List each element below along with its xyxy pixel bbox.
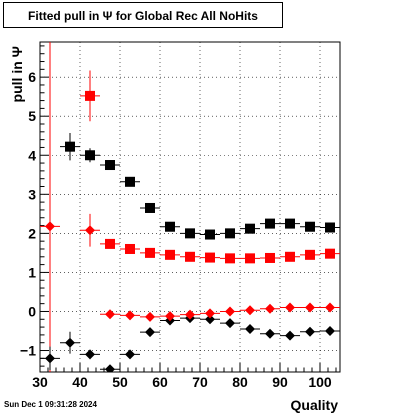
data-point-diamond: [165, 311, 175, 322]
data-point-square: [85, 150, 95, 161]
data-point-square: [305, 249, 315, 260]
y-tick-label: 5: [28, 108, 36, 124]
data-point-diamond: [105, 364, 115, 372]
data-point-square: [145, 202, 155, 213]
data-point-diamond: [305, 302, 315, 313]
chart-title: Fitted pull in Ψ for Global Rec All NoHi…: [28, 9, 258, 23]
data-point-diamond: [285, 302, 295, 313]
x-tick-label: 30: [32, 374, 48, 390]
data-point-square: [285, 251, 295, 262]
data-layer: [40, 42, 340, 372]
data-point-diamond: [85, 349, 95, 360]
data-point-square: [85, 90, 95, 101]
data-point-diamond: [205, 308, 215, 319]
data-point-diamond: [245, 305, 255, 316]
data-point-diamond: [45, 221, 55, 232]
data-point-diamond: [185, 309, 195, 320]
data-point-square: [325, 248, 335, 259]
x-tick-label: 70: [192, 374, 208, 390]
data-point-square: [205, 229, 215, 240]
y-tick-label: 1: [28, 264, 36, 280]
y-axis-title: pull in Ψ: [9, 46, 25, 102]
x-tick-label: 100: [308, 374, 332, 390]
data-point-diamond: [65, 337, 75, 348]
data-point-diamond: [125, 310, 135, 321]
data-point-square: [125, 243, 135, 254]
data-point-square: [325, 222, 335, 233]
data-point-square: [165, 249, 175, 260]
data-point-square: [225, 228, 235, 239]
y-tick-label: 4: [28, 147, 36, 163]
y-tick-label: 6: [28, 69, 36, 85]
data-point-diamond: [285, 330, 295, 341]
data-point-diamond: [325, 325, 335, 336]
data-point-diamond: [85, 225, 95, 236]
data-point-diamond: [105, 309, 115, 320]
y-tick-label: 2: [28, 225, 36, 241]
data-point-diamond: [145, 327, 155, 338]
data-point-diamond: [245, 324, 255, 335]
data-point-square: [225, 253, 235, 264]
data-point-diamond: [265, 328, 275, 339]
x-tick-label: 80: [232, 374, 248, 390]
y-tick-label: 3: [28, 186, 36, 202]
data-point-square: [265, 218, 275, 229]
data-point-diamond: [305, 326, 315, 337]
data-point-square: [245, 223, 255, 234]
data-point-square: [245, 253, 255, 264]
data-point-square: [285, 218, 295, 229]
y-tick-label: 0: [28, 303, 36, 319]
data-point-diamond: [125, 349, 135, 360]
data-point-square: [305, 221, 315, 232]
x-tick-label: 50: [112, 374, 128, 390]
data-point-square: [265, 252, 275, 263]
y-tick-label: −1: [20, 343, 36, 359]
data-point-square: [105, 238, 115, 249]
x-axis-title: Quality: [291, 397, 339, 413]
timestamp: Sun Dec 1 09:31:28 2024: [4, 400, 97, 409]
data-point-square: [185, 228, 195, 239]
data-point-diamond: [145, 311, 155, 322]
data-point-diamond: [265, 303, 275, 314]
data-point-square: [105, 160, 115, 171]
data-point-square: [185, 251, 195, 262]
data-point-square: [65, 141, 75, 152]
data-point-square: [205, 252, 215, 263]
data-point-diamond: [205, 314, 215, 325]
data-point-diamond: [225, 318, 235, 329]
data-point-diamond: [225, 306, 235, 317]
x-tick-label: 60: [152, 374, 168, 390]
data-point-square: [125, 176, 135, 187]
chart-title-box: Fitted pull in Ψ for Global Rec All NoHi…: [3, 2, 283, 28]
data-point-diamond: [45, 353, 55, 364]
data-point-diamond: [325, 302, 335, 313]
x-tick-label: 90: [272, 374, 288, 390]
x-tick-label: 40: [72, 374, 88, 390]
data-point-square: [145, 247, 155, 258]
data-point-square: [165, 221, 175, 232]
